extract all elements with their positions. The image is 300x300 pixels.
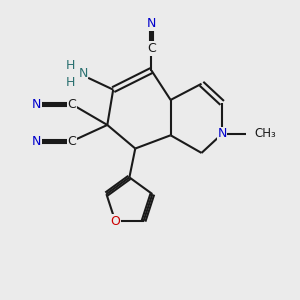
Text: O: O	[110, 214, 120, 228]
Text: CH₃: CH₃	[254, 127, 276, 140]
Text: C: C	[68, 135, 76, 148]
Text: H: H	[66, 76, 75, 89]
Text: N: N	[32, 135, 41, 148]
Text: C: C	[68, 98, 76, 111]
Text: C: C	[147, 42, 156, 55]
Text: H: H	[66, 59, 75, 72]
Text: N: N	[32, 98, 41, 111]
Text: N: N	[79, 67, 88, 80]
Text: N: N	[218, 127, 227, 140]
Text: N: N	[147, 17, 156, 30]
